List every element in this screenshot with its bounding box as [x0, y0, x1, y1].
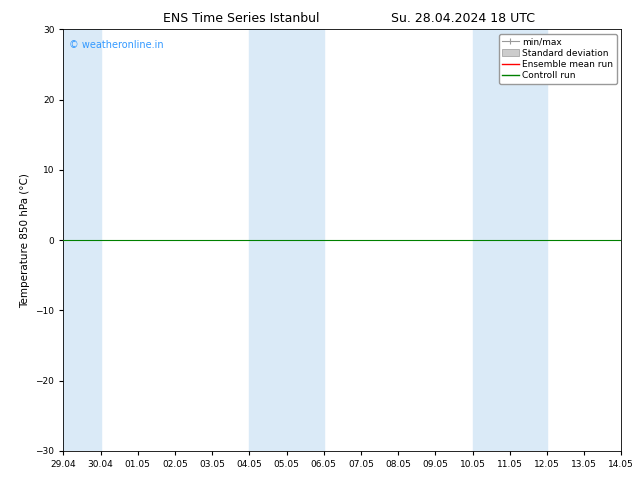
Y-axis label: Temperature 850 hPa (°C): Temperature 850 hPa (°C): [20, 172, 30, 308]
Bar: [63, 29, 101, 451]
Bar: [472, 29, 547, 451]
Bar: [249, 29, 324, 451]
Text: Su. 28.04.2024 18 UTC: Su. 28.04.2024 18 UTC: [391, 12, 535, 25]
Legend: min/max, Standard deviation, Ensemble mean run, Controll run: min/max, Standard deviation, Ensemble me…: [499, 34, 617, 84]
Text: © weatheronline.in: © weatheronline.in: [69, 40, 164, 50]
Text: ENS Time Series Istanbul: ENS Time Series Istanbul: [163, 12, 319, 25]
